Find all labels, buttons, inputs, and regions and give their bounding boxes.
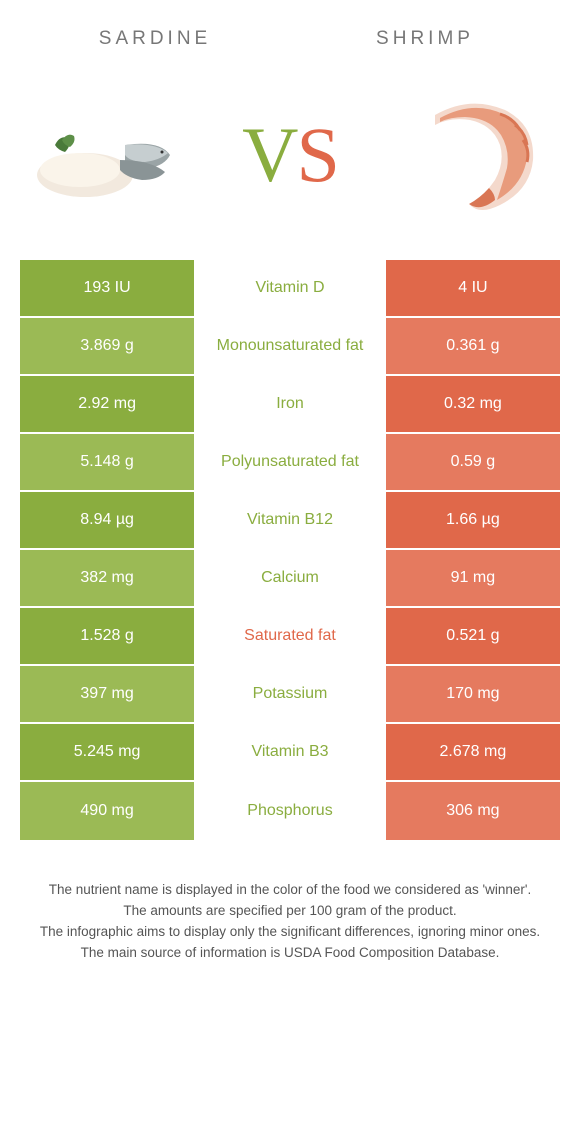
- nutrient-name: Vitamin B3: [194, 724, 386, 780]
- left-value: 397 mg: [20, 666, 194, 722]
- nutrient-name: Vitamin B12: [194, 492, 386, 548]
- left-value: 2.92 mg: [20, 376, 194, 432]
- right-value: 4 IU: [386, 260, 560, 316]
- header-right: Shrimp: [290, 28, 560, 50]
- vs-s: S: [296, 111, 337, 198]
- nutrient-name: Potassium: [194, 666, 386, 722]
- shrimp-icon: [395, 90, 550, 220]
- vs-v: V: [242, 111, 296, 198]
- table-row: 490 mgPhosphorus306 mg: [20, 782, 560, 840]
- vs-label: VS: [242, 116, 338, 194]
- nutrient-table: 193 IUVitamin D4 IU3.869 gMonounsaturate…: [20, 260, 560, 840]
- left-value: 8.94 µg: [20, 492, 194, 548]
- nutrient-name: Saturated fat: [194, 608, 386, 664]
- nutrient-name: Phosphorus: [194, 782, 386, 840]
- sardine-image: [30, 95, 185, 215]
- shrimp-image: [395, 95, 550, 215]
- table-row: 193 IUVitamin D4 IU: [20, 260, 560, 318]
- footnote-line: The nutrient name is displayed in the co…: [30, 880, 550, 901]
- left-value: 193 IU: [20, 260, 194, 316]
- left-value: 490 mg: [20, 782, 194, 840]
- header-left: Sardine: [20, 28, 290, 50]
- footnote-line: The infographic aims to display only the…: [30, 922, 550, 943]
- footnote-line: The amounts are specified per 100 gram o…: [30, 901, 550, 922]
- nutrient-name: Iron: [194, 376, 386, 432]
- right-value: 306 mg: [386, 782, 560, 840]
- left-value: 382 mg: [20, 550, 194, 606]
- right-value: 91 mg: [386, 550, 560, 606]
- table-row: 397 mgPotassium170 mg: [20, 666, 560, 724]
- left-value: 3.869 g: [20, 318, 194, 374]
- right-value: 0.32 mg: [386, 376, 560, 432]
- right-value: 2.678 mg: [386, 724, 560, 780]
- table-row: 5.245 mgVitamin B32.678 mg: [20, 724, 560, 782]
- left-value: 5.245 mg: [20, 724, 194, 780]
- table-row: 5.148 gPolyunsaturated fat0.59 g: [20, 434, 560, 492]
- right-value: 0.521 g: [386, 608, 560, 664]
- nutrient-name: Vitamin D: [194, 260, 386, 316]
- footnote: The nutrient name is displayed in the co…: [0, 840, 580, 984]
- nutrient-name: Calcium: [194, 550, 386, 606]
- hero-row: VS: [0, 60, 580, 260]
- table-row: 1.528 gSaturated fat0.521 g: [20, 608, 560, 666]
- table-row: 2.92 mgIron0.32 mg: [20, 376, 560, 434]
- table-row: 382 mgCalcium91 mg: [20, 550, 560, 608]
- right-value: 1.66 µg: [386, 492, 560, 548]
- left-value: 5.148 g: [20, 434, 194, 490]
- left-value: 1.528 g: [20, 608, 194, 664]
- nutrient-name: Polyunsaturated fat: [194, 434, 386, 490]
- nutrient-name: Monounsaturated fat: [194, 318, 386, 374]
- right-value: 0.361 g: [386, 318, 560, 374]
- table-row: 8.94 µgVitamin B121.66 µg: [20, 492, 560, 550]
- footnote-line: The main source of information is USDA F…: [30, 943, 550, 964]
- header-row: Sardine Shrimp: [0, 0, 580, 60]
- sardine-icon: [30, 100, 185, 210]
- right-value: 0.59 g: [386, 434, 560, 490]
- right-value: 170 mg: [386, 666, 560, 722]
- table-row: 3.869 gMonounsaturated fat0.361 g: [20, 318, 560, 376]
